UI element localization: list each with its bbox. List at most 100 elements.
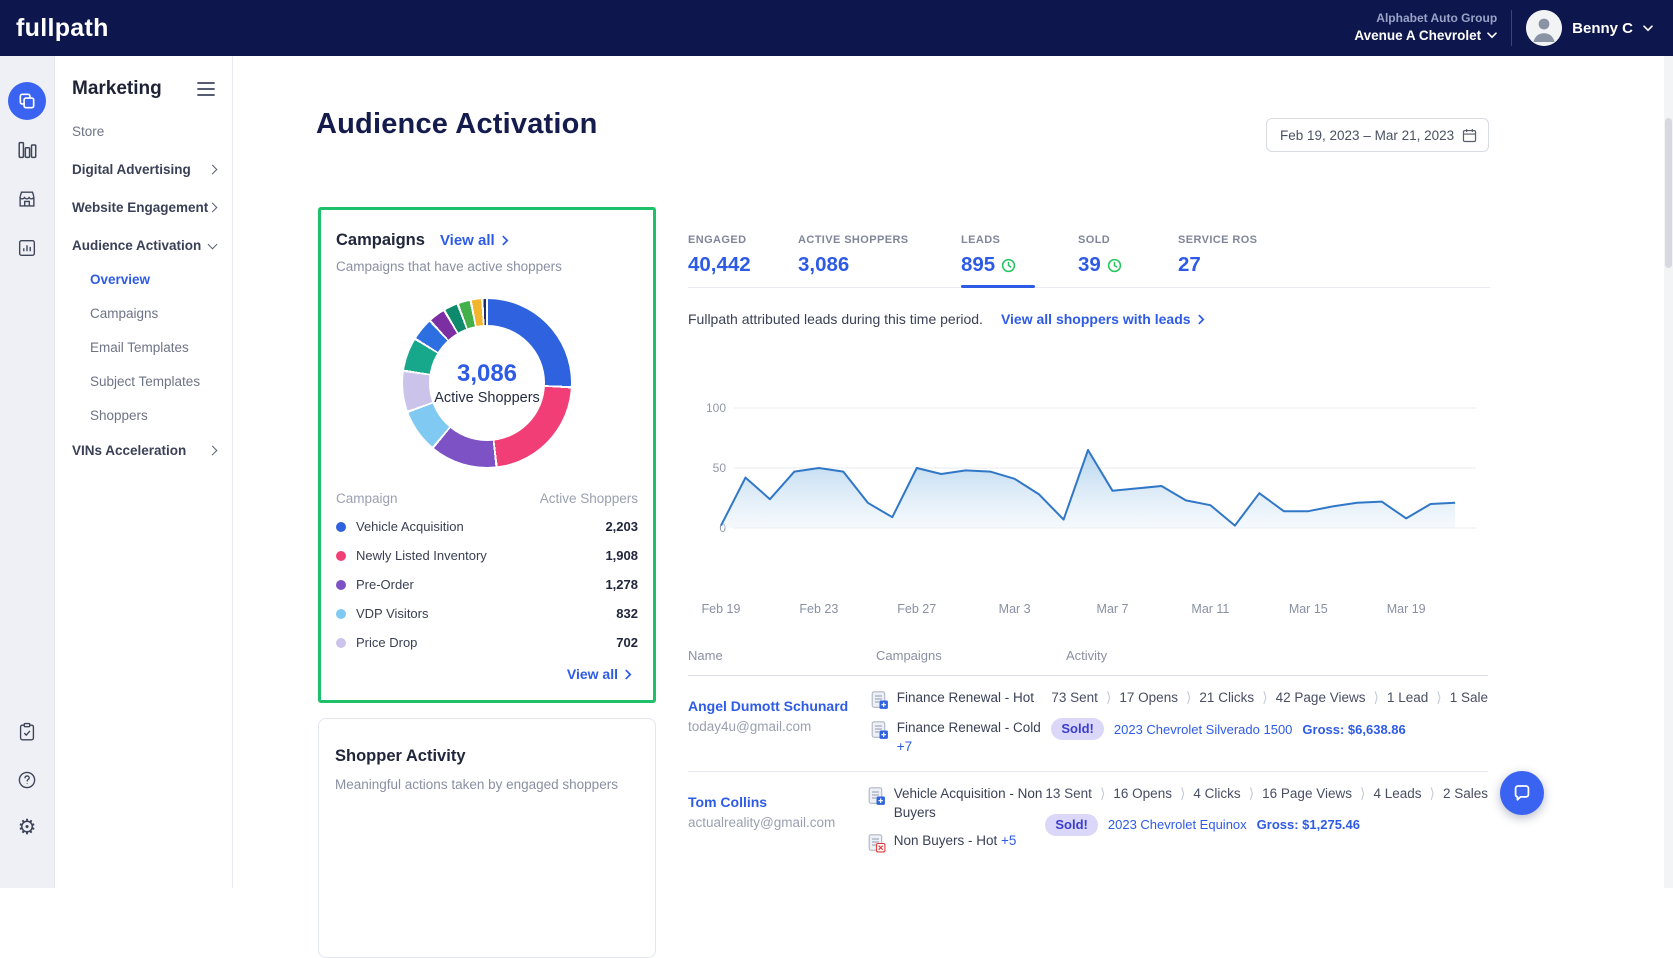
page-scrollbar[interactable] — [1664, 56, 1673, 888]
svg-text:Mar 15: Mar 15 — [1289, 602, 1328, 616]
legend-campaign-name: Vehicle Acquisition — [356, 519, 464, 534]
campaign-name: Non Buyers - Hot +5 — [893, 832, 1017, 848]
chevron-right-icon — [207, 202, 218, 213]
stat-active-shoppers[interactable]: ACTIVE SHOPPERS 3,086 — [798, 234, 961, 277]
sidebar-item-website-engagement[interactable]: Website Engagement — [72, 200, 218, 215]
shopper-activity-subtitle: Meaningful actions taken by engaged shop… — [335, 777, 618, 792]
stats-row: ENGAGED 40,442 ACTIVE SHOPPERS 3,086 LEADS 89… — [688, 234, 1257, 277]
metric-value: 16 Opens — [1113, 785, 1172, 801]
legend-row: VDP Visitors 832 — [336, 606, 638, 621]
metric-value: 42 Page Views — [1275, 690, 1366, 705]
chat-widget-button[interactable] — [1500, 771, 1544, 815]
dealership-switcher[interactable]: Alphabet Auto Group Avenue A Chevrolet — [1354, 11, 1497, 44]
legend-header-campaign: Campaign — [336, 491, 398, 506]
stat-leads[interactable]: LEADS 895 — [961, 234, 1078, 277]
campaign-entry: Finance Renewal - Cold +7 — [869, 719, 1052, 757]
stat-label: SERVICE ROS — [1178, 234, 1258, 246]
donut-center-label: Active Shoppers — [434, 390, 540, 406]
vehicle-link[interactable]: 2023 Chevrolet Equinox — [1107, 817, 1247, 833]
table-header-rule — [688, 675, 1488, 676]
stats-divider — [688, 287, 1490, 288]
user-menu[interactable]: Benny C — [1526, 10, 1653, 46]
rail-item-marketing[interactable] — [8, 82, 46, 120]
sidebar-item-store[interactable]: Store — [72, 124, 105, 139]
legend-row: Vehicle Acquisition 2,203 — [336, 519, 638, 534]
sidebar-subitem-shoppers[interactable]: Shoppers — [90, 408, 148, 423]
help-icon[interactable] — [16, 769, 38, 791]
overlapping-squares-icon — [19, 93, 35, 109]
metric-separator: ⟩ — [1179, 784, 1186, 801]
legend-row: Pre-Order 1,278 — [336, 577, 638, 592]
svg-text:50: 50 — [713, 461, 727, 475]
campaigns-view-all-link[interactable]: View all — [440, 232, 509, 249]
stat-value: 895 — [961, 253, 996, 276]
table-header-campaigns: Campaigns — [876, 648, 942, 663]
stat-value: 39 — [1078, 253, 1101, 276]
sidebar-item-audience-activation[interactable]: Audience Activation — [72, 238, 218, 253]
view-all-shoppers-with-leads-link[interactable]: View all shoppers with leads — [1001, 311, 1205, 327]
sidebar-subitem-overview[interactable]: Overview — [90, 272, 151, 287]
chevron-right-icon — [207, 445, 218, 456]
icon-rail: ⚙ — [0, 56, 55, 888]
campaign-more-link[interactable]: +7 — [896, 738, 913, 754]
metric-value: 13 Sent — [1045, 785, 1092, 801]
metric-value: 1 Lead — [1386, 690, 1429, 705]
campaign-doc-icon — [868, 787, 885, 805]
group-name: Alphabet Auto Group — [1376, 11, 1498, 26]
campaigns-card-subtitle: Campaigns that have active shoppers — [336, 259, 562, 274]
campaigns-view-all-bottom-link[interactable]: View all — [567, 666, 632, 682]
scrollbar-thumb[interactable] — [1665, 118, 1672, 268]
sidebar-item-vins-acceleration[interactable]: VINs Acceleration — [72, 443, 218, 458]
sidebar-subitem-campaigns[interactable]: Campaigns — [90, 306, 159, 321]
legend-color-dot — [336, 608, 346, 619]
campaign-name: Finance Renewal - Hot — [896, 690, 1035, 705]
metric-value: 2 Sales — [1442, 785, 1488, 801]
stat-label: ACTIVE SHOPPERS — [798, 234, 909, 246]
chevron-down-icon — [1643, 24, 1653, 31]
metric-separator: ⟩ — [1373, 689, 1379, 705]
stat-value: 3,086 — [798, 253, 850, 276]
table-header-name: Name — [688, 648, 723, 663]
vehicle-link[interactable]: 2023 Chevrolet Silverado 1500 — [1113, 721, 1293, 737]
shopper-name-link[interactable]: Tom Collins — [688, 793, 768, 810]
date-range-picker[interactable]: Feb 19, 2023 – Mar 21, 2023 — [1266, 118, 1489, 152]
campaign-name: Finance Renewal - Cold +7 — [896, 720, 1041, 754]
stat-service-ros[interactable]: SERVICE ROS 27 — [1178, 234, 1257, 277]
rail-item-reports[interactable] — [8, 229, 46, 267]
sidebar-item-digital-advertising[interactable]: Digital Advertising — [72, 162, 218, 177]
stat-value: 40,442 — [688, 253, 751, 276]
legend-color-dot — [336, 579, 346, 590]
campaign-more-link[interactable]: +5 — [1001, 832, 1017, 848]
stat-label: LEADS — [961, 234, 1001, 246]
hamburger-menu-icon[interactable] — [196, 81, 216, 97]
legend-campaign-name: Newly Listed Inventory — [356, 548, 487, 563]
storefront-icon — [19, 191, 35, 207]
chevron-down-icon — [207, 239, 218, 249]
campaign-doc-x-icon — [868, 833, 886, 853]
donut-center-value: 3,086 — [456, 360, 518, 387]
shopper-name-link[interactable]: Angel Dumott Schunard — [688, 698, 849, 714]
active-shoppers-donut-chart: 3,086 Active Shoppers — [403, 299, 571, 467]
metric-separator: ⟩ — [1248, 784, 1255, 801]
leads-table: Name Campaigns Activity Angel Dumott Sch… — [688, 648, 1488, 867]
chevron-right-icon — [502, 235, 509, 246]
sold-badge: Sold! — [1045, 813, 1098, 836]
rail-item-insights[interactable] — [8, 131, 46, 169]
settings-gear-icon[interactable]: ⚙ — [17, 816, 37, 839]
chevron-right-icon — [207, 164, 218, 175]
metric-value: 4 Leads — [1373, 785, 1422, 801]
stat-sold[interactable]: SOLD 39 — [1078, 234, 1178, 277]
shopper-activity-title: Shopper Activity — [335, 747, 466, 765]
svg-text:Mar 7: Mar 7 — [1097, 602, 1129, 616]
sidebar-subitem-email-templates[interactable]: Email Templates — [90, 340, 189, 355]
table-row: Tom Collins actualreality@gmail.com Vehicl… — [688, 770, 1488, 867]
legend-campaign-value: 1,278 — [605, 577, 638, 592]
tasks-clipboard-icon[interactable] — [16, 721, 38, 743]
stat-engaged[interactable]: ENGAGED 40,442 — [688, 234, 798, 277]
analytics-box-icon — [18, 239, 36, 257]
sidebar-subitem-subject-templates[interactable]: Subject Templates — [90, 374, 201, 389]
legend-row: Price Drop 702 — [336, 635, 638, 650]
campaign-doc-icon — [871, 721, 888, 739]
rail-item-store[interactable] — [8, 180, 46, 218]
